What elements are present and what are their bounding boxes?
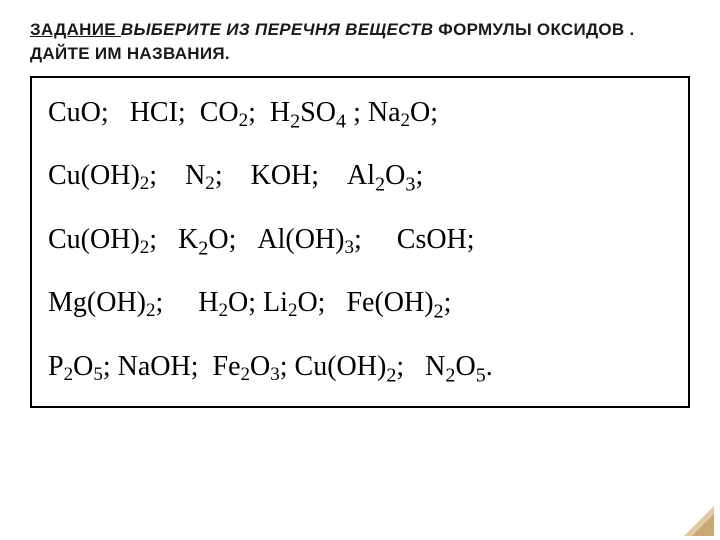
formula-subscript: 2 — [140, 237, 150, 258]
formula-text: Al — [347, 160, 375, 191]
formula-subscript: 2 — [241, 364, 251, 385]
formula-text: H — [198, 287, 218, 318]
formula-text — [325, 287, 346, 318]
formula-text — [163, 287, 198, 318]
formula-subscript: 2 — [219, 300, 229, 321]
formula-text: CsOH; — [397, 224, 475, 255]
formula-text: CO — [200, 97, 239, 128]
formula-text: Fe(OH) — [346, 287, 433, 318]
formula-text: HCI; — [130, 97, 186, 128]
formula-text: Li — [263, 287, 288, 318]
formula-text: O — [385, 160, 405, 191]
formula-text: ; — [444, 287, 452, 318]
formula-text: ; — [149, 224, 157, 255]
formula-text — [319, 160, 347, 191]
formula-text: N — [185, 160, 205, 191]
page-curl-decoration — [684, 506, 714, 536]
formula-text — [223, 160, 251, 191]
formula-text: Cu(OH) — [295, 351, 387, 382]
formula-text: Cu(OH) — [48, 160, 140, 191]
formula-text: NaOH; — [118, 351, 199, 382]
formula-text: O; — [297, 287, 325, 318]
formula-subscript: 2 — [434, 301, 444, 323]
formula-text — [199, 351, 213, 382]
formula-subscript: 2 — [445, 365, 455, 387]
formula-text: SO — [300, 97, 336, 128]
formula-text: O; — [410, 97, 438, 128]
formula-text: Na — [368, 97, 401, 128]
formula-text — [157, 224, 178, 255]
formula-subscript: 2 — [205, 173, 215, 194]
formula-subscript: 2 — [401, 109, 411, 130]
formula-subscript: 5 — [476, 365, 486, 387]
formula-text: ; — [354, 224, 362, 255]
formula-text — [256, 287, 263, 318]
formula-text: ; — [215, 160, 223, 191]
formula-subscript: 2 — [198, 237, 208, 259]
heading-underline: ЗАДАНИЕ — [30, 20, 121, 39]
formula-text: N — [425, 351, 445, 382]
heading-italic: ВЫБЕРИТЕ ИЗ ПЕРЕЧНЯ ВЕЩЕСТВ — [121, 20, 438, 39]
formula-subscript: 5 — [93, 364, 103, 385]
formula-text: ; — [396, 351, 404, 382]
formula-subscript: 2 — [239, 109, 249, 130]
formula-line: P2O5; NaOH; Fe2O3; Cu(OH)2; N2O5. — [48, 350, 672, 384]
formula-text: Cu(OH) — [48, 224, 140, 255]
formula-text: CuO; — [48, 97, 109, 128]
formula-text: . — [486, 351, 493, 382]
formula-text — [157, 160, 185, 191]
formula-text — [288, 351, 295, 382]
formula-line: Cu(OH)2; N2; KOH; Al2O3; — [48, 159, 672, 193]
formula-line: Mg(OH)2; H2O; Li2O; Fe(OH)2; — [48, 286, 672, 320]
formula-text: O — [73, 351, 93, 382]
task-heading: ЗАДАНИЕ ВЫБЕРИТЕ ИЗ ПЕРЕЧНЯ ВЕЩЕСТВ ФОРМ… — [30, 18, 690, 66]
formula-text: O — [455, 351, 475, 382]
formula-text: ; — [280, 351, 288, 382]
formula-subscript: 2 — [64, 364, 74, 385]
formula-subscript: 2 — [140, 173, 150, 194]
formula-text — [256, 97, 270, 128]
formula-text: O; — [228, 287, 256, 318]
formula-subscript: 2 — [386, 365, 396, 387]
formula-text: K — [178, 224, 198, 255]
formula-subscript: 4 — [336, 110, 346, 132]
formula-text: O; — [208, 224, 236, 255]
formula-text — [186, 97, 200, 128]
formula-text: Al(OH) — [257, 224, 344, 255]
formula-subscript: 3 — [270, 364, 280, 385]
formula-text: H — [270, 97, 290, 128]
formula-subscript: 2 — [290, 110, 300, 132]
formula-text: Fe — [213, 351, 241, 382]
formula-text: ; — [248, 97, 256, 128]
formula-text — [361, 97, 368, 128]
formula-text — [404, 351, 425, 382]
formula-text: ; — [415, 160, 423, 191]
formula-text: Mg(OH) — [48, 287, 146, 318]
formula-text — [362, 224, 397, 255]
formula-line: Cu(OH)2; K2O; Al(OH)3; CsOH; — [48, 223, 672, 257]
formula-text: P — [48, 351, 64, 382]
formula-subscript: 2 — [146, 300, 156, 321]
formula-text: O — [250, 351, 270, 382]
formula-text: ; — [346, 97, 361, 128]
formula-text — [109, 97, 130, 128]
formula-text — [111, 351, 118, 382]
formula-text: ; — [103, 351, 111, 382]
formula-text — [236, 224, 257, 255]
formula-subscript: 3 — [405, 174, 415, 196]
formula-subscript: 2 — [375, 174, 385, 196]
formula-text: ; — [149, 160, 157, 191]
formulas-box: CuO; HCI; CO2; H2SO4 ; Na2O;Cu(OH)2; N2;… — [30, 76, 690, 408]
formula-text: KOH; — [251, 160, 319, 191]
formula-line: CuO; HCI; CO2; H2SO4 ; Na2O; — [48, 96, 672, 130]
formula-subscript: 3 — [344, 237, 354, 258]
